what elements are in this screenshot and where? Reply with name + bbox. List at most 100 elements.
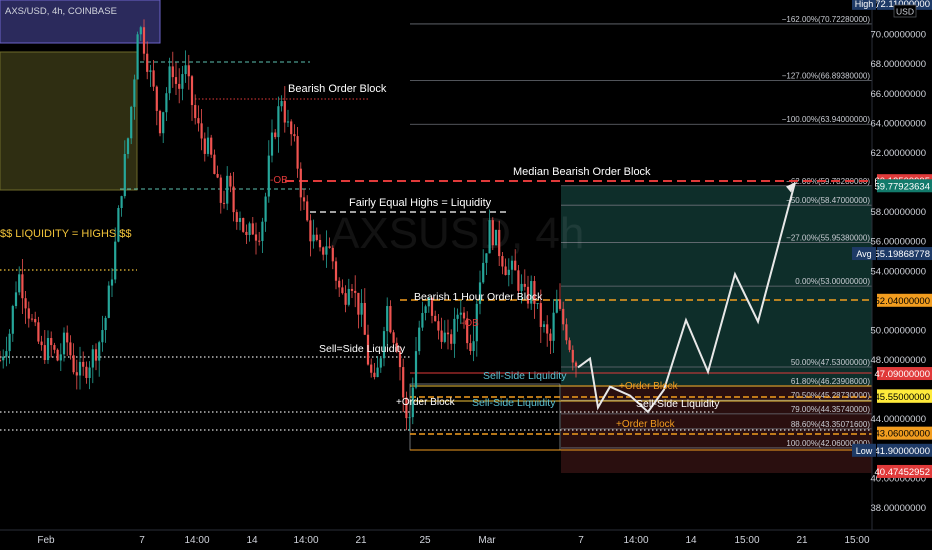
avg-tag: 55.19868778 (875, 249, 930, 260)
tag-40-47-bg (877, 464, 932, 478)
time-axis: Feb 7 14:00 14 14:00 21 25 Mar 7 14:00 14 15:00 21 15… (0, 529, 932, 550)
bear-candle (75, 372, 78, 376)
bull-candle (181, 74, 184, 89)
sell-side-liq-label-1: Sell-Side Liquidity (483, 370, 567, 382)
bull-candle (270, 132, 274, 156)
tag-45-55: 45.55000000 (875, 392, 930, 403)
fib-level-label: −27.00%(55.95380000) (786, 233, 870, 242)
tag-43-06: 43.06000000 (875, 429, 930, 440)
bear-candle (565, 324, 568, 341)
time-tick-label: 15:00 (734, 535, 759, 546)
bear-candle (72, 355, 75, 373)
low-tag-side-bg (852, 443, 876, 457)
price-tick-label: 64.00000000 (871, 118, 926, 129)
bear-candle (549, 333, 552, 341)
bear-candle (210, 137, 213, 155)
bull-candle (485, 253, 488, 263)
currency-badge[interactable] (893, 4, 917, 18)
bull-candle (443, 332, 446, 342)
bear-candle (34, 319, 37, 323)
fib-level-label: −50.00%(58.47000000) (786, 196, 870, 205)
bear-candle (85, 366, 88, 378)
sell-side-liq-left-label: Sell=Side Liquidity (319, 343, 406, 355)
price-tick-label: 54.00000000 (871, 266, 926, 277)
price-tick-label: 62.00000000 (871, 148, 926, 159)
bear-candle (194, 105, 197, 119)
bear-candle (405, 397, 408, 419)
olive-liquidity-zone (0, 51, 138, 191)
bull-candle (472, 341, 475, 352)
bear-candle (437, 321, 440, 331)
tag-47-09: 47.09000000 (875, 369, 930, 380)
bear-candle (158, 110, 162, 134)
bear-candle (146, 53, 149, 72)
bear-candle (466, 318, 469, 344)
bull-candle (120, 196, 123, 208)
bear-candle (142, 27, 146, 54)
low-tag: 41.90000000 (875, 446, 930, 457)
bull-candle (133, 79, 136, 107)
time-tick-label: 14:00 (293, 535, 318, 546)
price-tick-label: 68.00000000 (871, 59, 926, 70)
liquidity-lines (0, 61, 872, 451)
time-tick-label: 14:00 (184, 535, 209, 546)
bull-candle (408, 417, 411, 419)
fib-level-label: 88.60%(43.35071600) (791, 420, 871, 429)
bull-candle (184, 65, 187, 75)
bear-candle (402, 367, 405, 398)
bear-candle (200, 123, 203, 139)
bear-candle (338, 280, 341, 288)
fib-level-label: 100.00%(42.06000000) (786, 439, 870, 448)
bull-candle (418, 327, 421, 352)
bear-candle (94, 349, 98, 361)
bear-candle (373, 372, 376, 378)
time-tick-label: 14 (685, 535, 697, 546)
bear-candle (197, 118, 200, 124)
bear-candle (354, 290, 357, 293)
time-tick-label: 14 (246, 535, 258, 546)
purple-supply-zone (0, 0, 161, 44)
bear-candle (389, 306, 392, 333)
bull-candle (139, 27, 142, 35)
bear-candle (430, 297, 434, 316)
avg-tag-side: Avg (856, 249, 871, 259)
price-tick-label: 56.00000000 (871, 237, 926, 248)
fib-level-label: −100.00%(63.94000000) (782, 115, 871, 124)
bear-candle (242, 218, 245, 232)
bull-candle (414, 351, 418, 388)
bearish-1h-ob-label: Bearish 1 Hour Order Block (414, 291, 543, 303)
price-axis: 72.0000000070.0000000068.0000000066.0000… (852, 0, 932, 530)
bull-candle (488, 220, 491, 254)
bull-candle (18, 274, 21, 293)
bear-candle (562, 308, 565, 325)
tag-43-06-bg (877, 426, 932, 440)
bull-candle (536, 303, 539, 305)
bear-candle (222, 202, 226, 204)
bear-candle (203, 138, 206, 154)
bull-candle (421, 312, 424, 328)
tag-40-47: 40.47452952 (875, 467, 930, 478)
time-tick-label: Feb (37, 535, 55, 546)
bear-candle (357, 292, 360, 315)
bull-candle (168, 66, 171, 94)
bull-candle (325, 246, 328, 255)
bull-candle (165, 93, 168, 113)
bear-candle (187, 65, 190, 77)
bear-candle (232, 186, 235, 213)
bear-candle (395, 342, 398, 352)
bull-candle (376, 367, 379, 378)
bear-candle (21, 274, 24, 299)
bear-candle (344, 293, 347, 305)
bear-candle (0, 360, 2, 362)
bull-candle (261, 221, 264, 242)
symbol-header: AXS/USD, 4h, COINBASE (5, 6, 117, 17)
bull-candle (162, 112, 165, 134)
bear-candle (517, 270, 520, 291)
bear-candle (40, 341, 43, 346)
target-profit-zone (561, 186, 872, 385)
bear-candle (491, 220, 494, 246)
bear-candle (571, 349, 574, 363)
low-tag-side: Low (856, 446, 873, 456)
bull-candle (427, 297, 430, 307)
